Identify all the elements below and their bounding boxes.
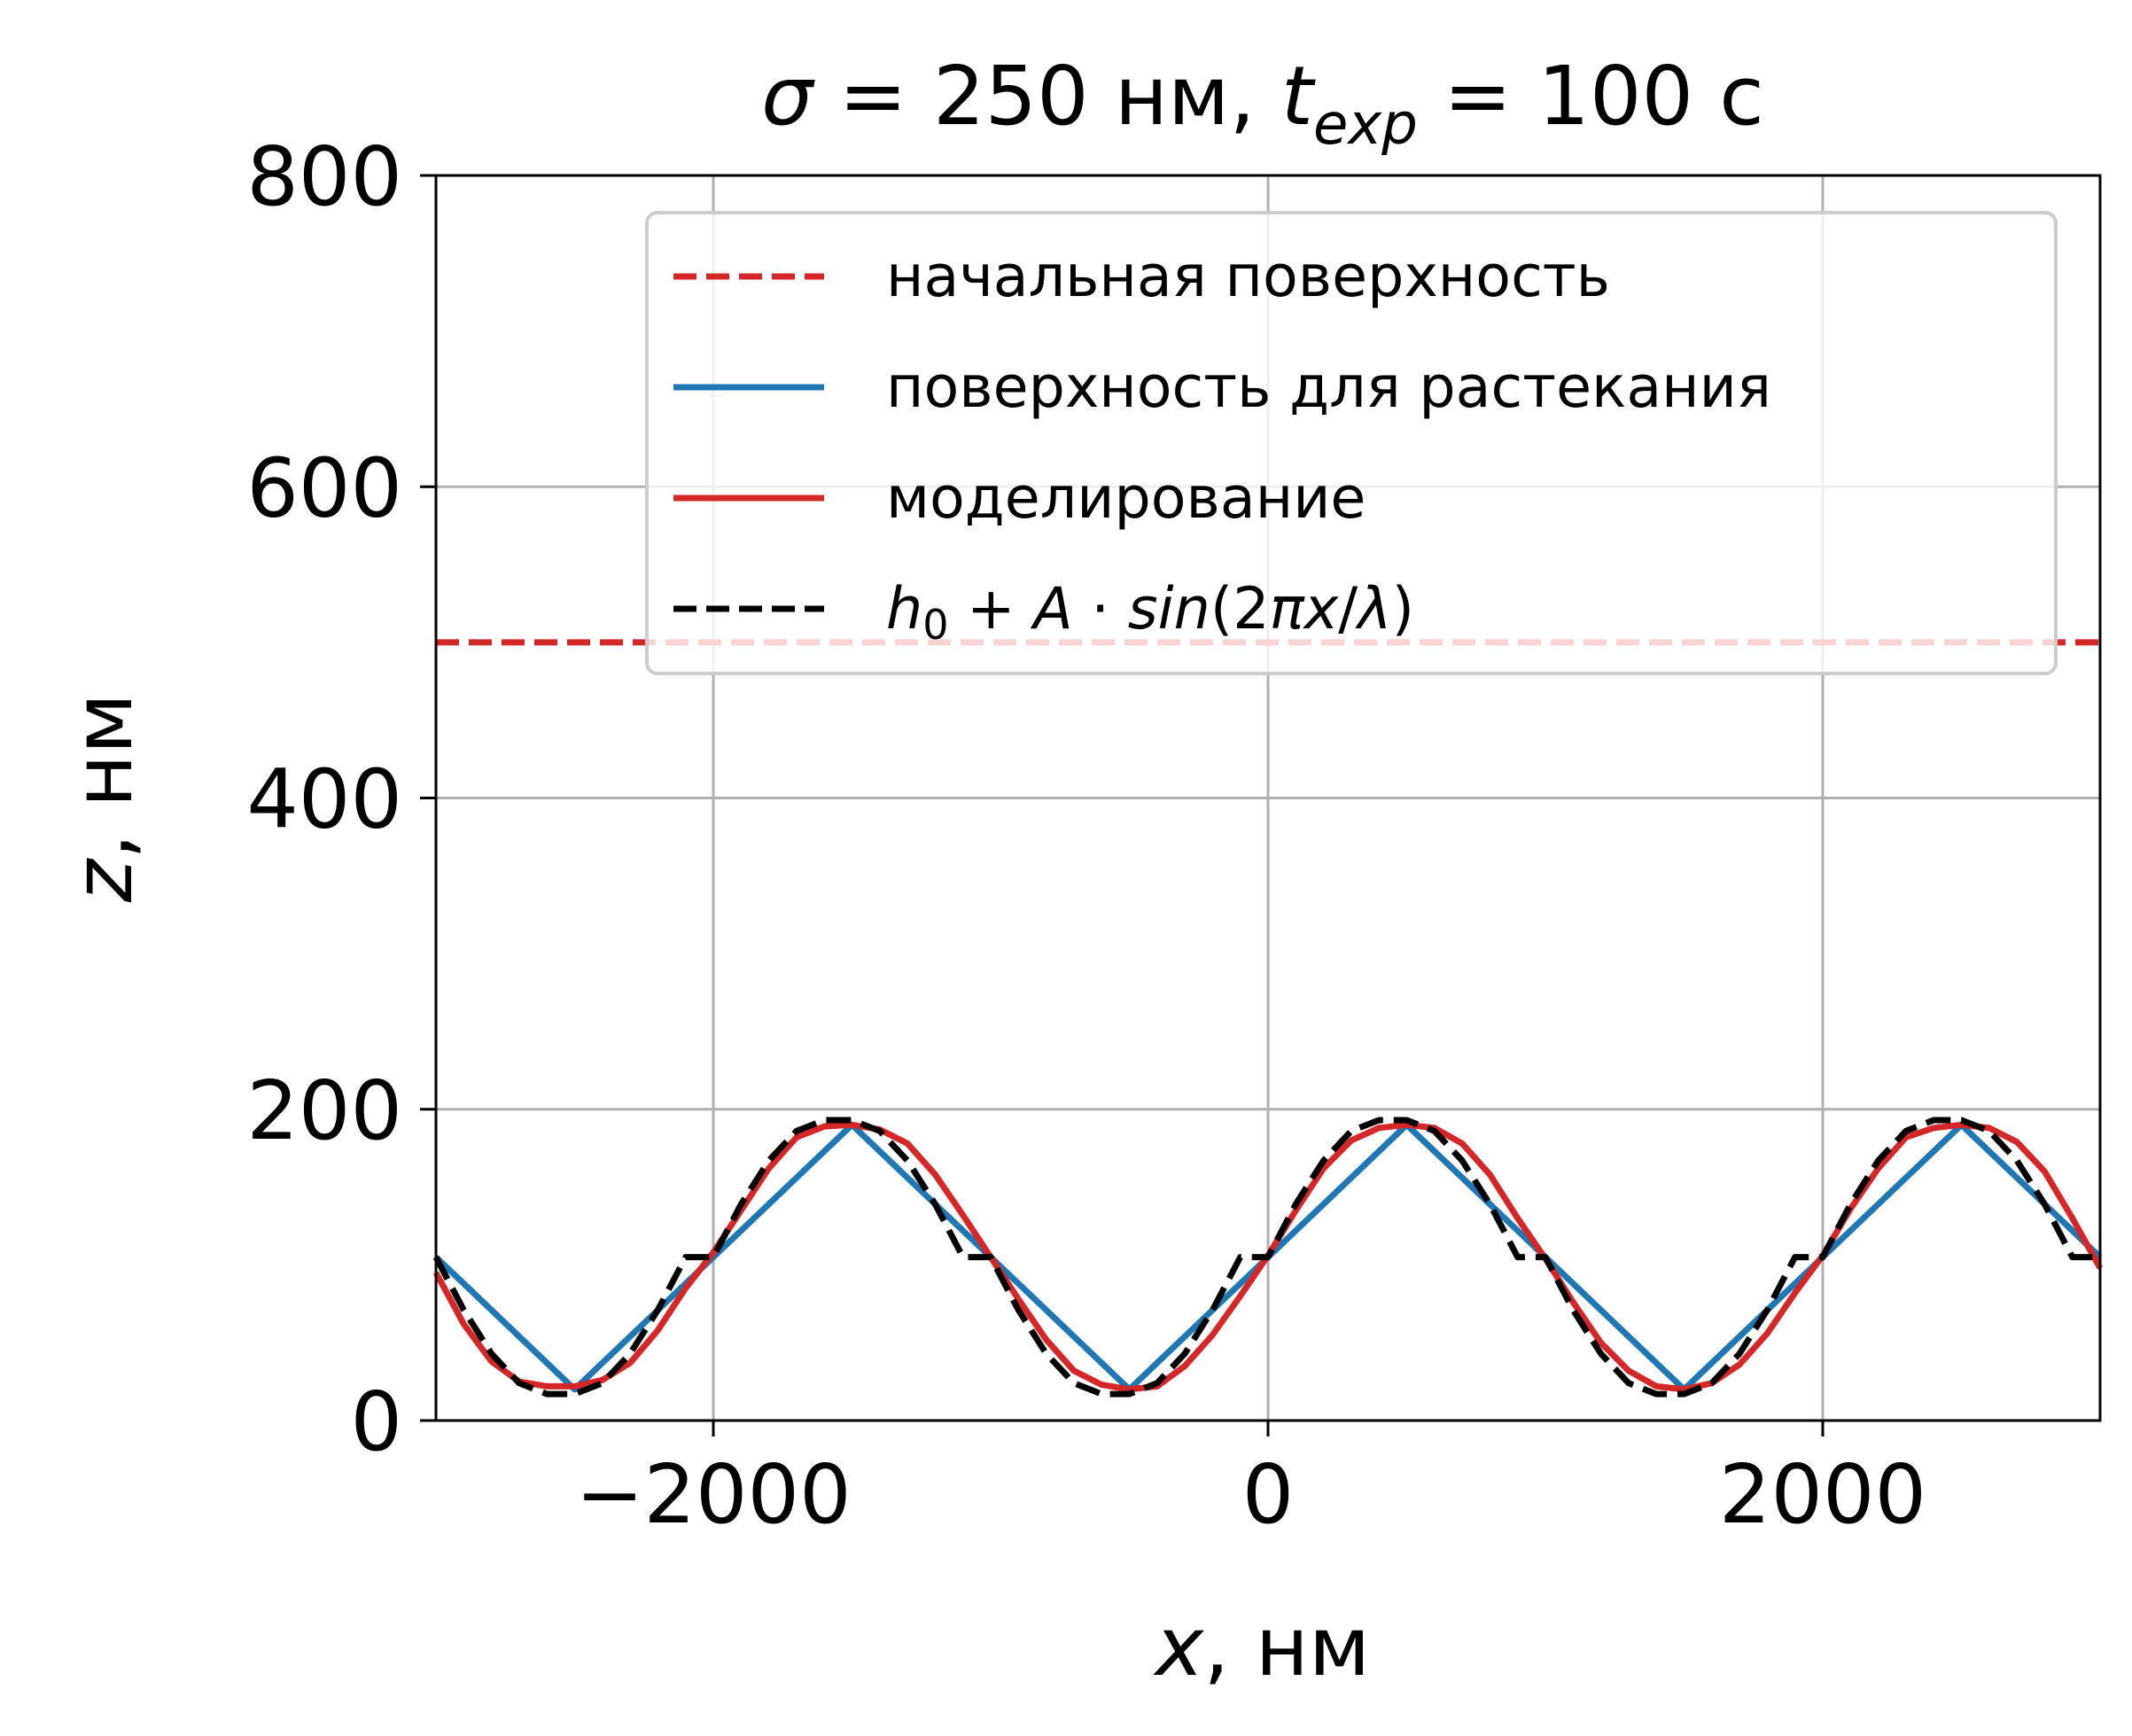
chart-title: σ = 250 нм, texp = 100 с (761, 49, 1764, 158)
y-tick-label: 400 (246, 752, 402, 847)
y-tick-label: 0 (350, 1374, 402, 1469)
title-sigma-value: = 250 нм, (813, 49, 1280, 144)
legend-fit-x: x (1303, 576, 1339, 642)
y-tick-label: 200 (246, 1063, 402, 1158)
sine-fit-line (432, 1117, 2100, 1397)
title-t-value: = 100 с (1418, 49, 1764, 144)
x-axis-label: x, нм (1153, 1600, 1371, 1694)
legend-fit-subscript: 0 (922, 601, 948, 649)
ticks: −2000 0 2000 0 200 400 600 800 (246, 129, 1926, 1542)
legend-fit-paren: (2 (1210, 576, 1270, 642)
title-sigma-symbol: σ (761, 49, 815, 144)
legend-label-simulation: моделирование (886, 465, 1366, 532)
legend-fit-sin: sin (1128, 576, 1210, 642)
y-tick-label: 800 (246, 129, 402, 224)
x-axis-unit: , нм (1203, 1600, 1370, 1694)
legend-label-initial-surface: начальная поверхность (886, 244, 1610, 310)
title-t-subscript: exp (1313, 92, 1418, 158)
legend-box (645, 211, 2058, 675)
legend-fit-plus: + (948, 576, 1033, 642)
title-t-symbol: t (1281, 49, 1316, 144)
legend-fit-a: A (1030, 576, 1072, 642)
legend-fit-lambda: λ (1355, 576, 1391, 642)
legend-label-sine-fit: h0 + A · sin(2πx/λ) (886, 576, 1414, 649)
legend-fit-close: ) (1392, 576, 1414, 642)
y-axis-unit: , нм (56, 693, 151, 860)
y-axis-symbol: z (56, 858, 151, 903)
legend-fit-dot: · (1073, 576, 1128, 642)
y-tick-label: 600 (246, 440, 402, 535)
x-axis-symbol: x (1153, 1600, 1205, 1694)
legend-fit-h: h (886, 576, 922, 642)
legend: начальная поверхность поверхность для ра… (645, 211, 2058, 675)
legend-fit-slash: / (1338, 576, 1358, 642)
x-tick-label: 0 (1242, 1447, 1295, 1542)
legend-fit-pi: π (1270, 576, 1305, 642)
legend-label-spreading-surface: поверхность для растекания (886, 354, 1771, 421)
x-tick-label: −2000 (575, 1447, 851, 1542)
y-axis-label: z, нм (56, 693, 151, 903)
x-tick-label: 2000 (1719, 1447, 1926, 1542)
